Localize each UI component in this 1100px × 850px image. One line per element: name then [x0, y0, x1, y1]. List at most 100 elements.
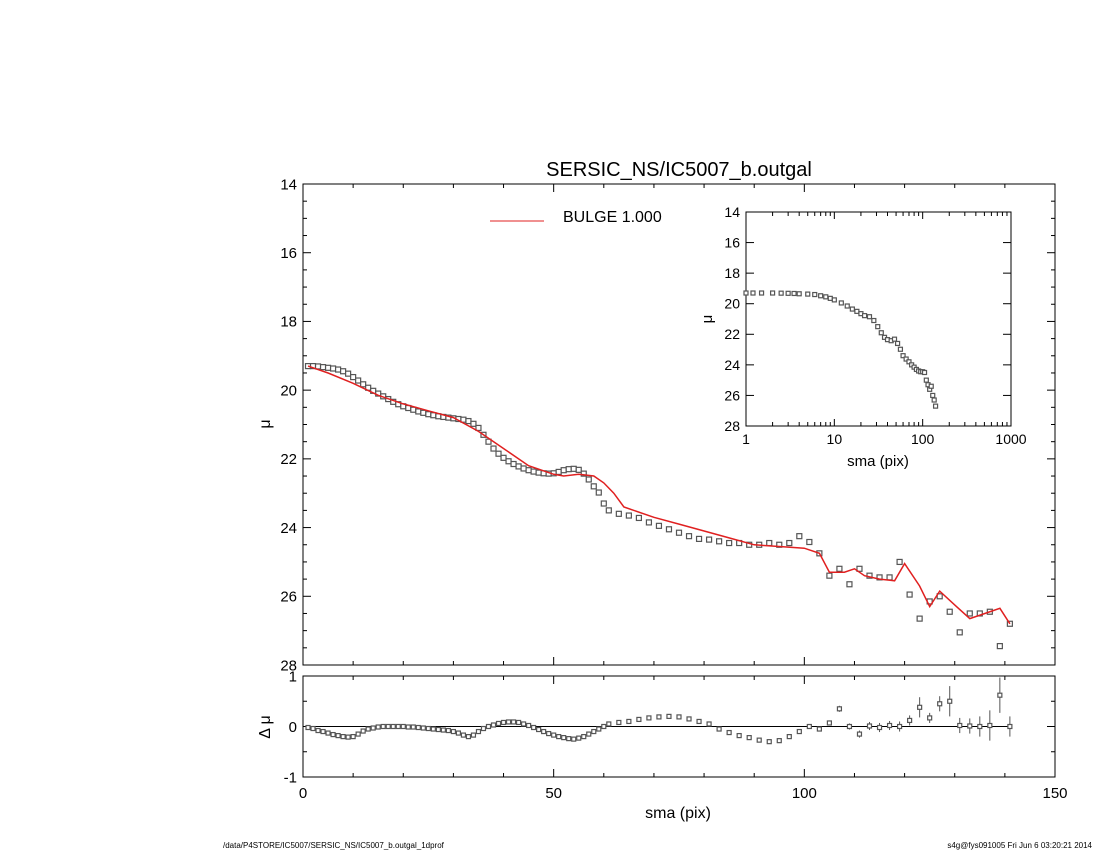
inset-ytick-label: 20 [724, 296, 740, 312]
main-data-point [575, 466, 582, 473]
residual-point [826, 720, 833, 726]
inset-point [871, 317, 877, 324]
residual-point [616, 719, 622, 726]
residual-point [541, 728, 547, 735]
residual-point [415, 724, 421, 731]
residual-point [581, 733, 587, 740]
residual-point [696, 718, 702, 725]
inset-point [900, 353, 906, 359]
residual-point [601, 723, 607, 730]
main-data-point [430, 412, 437, 419]
main-data-point [796, 533, 803, 540]
residual-point [465, 733, 472, 740]
main-data-point [786, 539, 793, 547]
main-data-point [876, 574, 883, 581]
residual-point [400, 723, 406, 730]
residual-point [460, 732, 467, 738]
inset-point [849, 306, 855, 312]
main-data-point [355, 377, 362, 384]
inset-point [838, 300, 844, 306]
residual-point [746, 735, 752, 741]
residual-point [816, 726, 822, 732]
main-data-point [685, 533, 693, 540]
residual-point [666, 713, 672, 720]
main-data-point [635, 514, 642, 522]
main-ytick-label: 26 [280, 589, 297, 606]
inset-x-axis-label: sma (pix) [847, 453, 909, 470]
residual-point [330, 731, 336, 738]
residual-point [786, 733, 792, 740]
inset-xtick-label: 1000 [995, 431, 1026, 447]
main-data-point [505, 458, 512, 465]
inset-point [921, 369, 928, 376]
residual-point [726, 729, 732, 736]
residual-ytick-label: 0 [289, 719, 297, 736]
residual-point [591, 728, 597, 735]
main-data-point [655, 522, 663, 529]
main-data-point [465, 417, 472, 425]
residual-point [440, 727, 446, 733]
residual-ytick-label: -1 [284, 769, 297, 786]
residual-point [525, 722, 532, 729]
residual-point [390, 723, 396, 730]
inset-point [796, 291, 802, 297]
residual-point [706, 721, 712, 727]
residual-point [385, 723, 391, 730]
main-ytick-label: 16 [280, 245, 297, 262]
bulge-model-line [307, 365, 1011, 625]
inset-point [805, 291, 811, 297]
residual-point [876, 724, 883, 731]
main-ytick-label: 14 [280, 176, 297, 193]
main-data-point [956, 629, 963, 636]
inset-point [758, 290, 765, 296]
residual-point [470, 732, 477, 738]
inset-point [844, 303, 850, 309]
residual-point [520, 721, 527, 727]
main-data-point [806, 538, 813, 546]
main-data-point [350, 373, 357, 381]
main-data-point [776, 541, 783, 548]
residual-point [450, 728, 456, 735]
main-data-point [495, 450, 502, 457]
main-data-point [846, 581, 853, 588]
inset-ytick-label: 28 [724, 418, 740, 434]
residual-point [886, 722, 893, 729]
main-data-point [605, 507, 612, 514]
residual-point [455, 730, 462, 736]
residual-x-axis-label: sma (pix) [645, 805, 711, 822]
residual-point [776, 738, 782, 744]
main-data-point [585, 476, 592, 483]
inset-point [823, 294, 829, 300]
residual-point [425, 725, 431, 732]
residual-point [556, 733, 562, 740]
residual-xtick-label: 150 [1042, 785, 1067, 802]
main-data-point [415, 408, 422, 415]
residual-point [315, 727, 321, 734]
inset-point [930, 392, 936, 399]
residual-point [756, 737, 762, 743]
main-data-point [826, 572, 833, 579]
residual-point [515, 719, 522, 726]
inset-xtick-label: 1 [742, 431, 750, 447]
residual-point [435, 726, 441, 733]
residual-point [656, 714, 662, 720]
inset-point [903, 356, 909, 362]
main-data-point [530, 468, 537, 475]
residual-xtick-label: 50 [545, 785, 562, 802]
residual-point [997, 692, 1003, 698]
residual-point [325, 730, 331, 736]
residual-point [340, 733, 346, 740]
residual-point [606, 721, 612, 727]
main-data-point [470, 420, 477, 427]
residual-point [866, 723, 873, 729]
inset-point [928, 383, 934, 389]
inset-y-axis-label: μ [699, 315, 716, 324]
footer-user-timestamp: s4g@fys091005 Fri Jun 6 03:20:21 2014 [947, 841, 1092, 850]
inset-point [861, 313, 868, 319]
residual-point [350, 733, 356, 740]
main-data-point [595, 489, 602, 496]
inset-point [931, 397, 937, 403]
inset-frame [745, 211, 1012, 427]
inset-ytick-label: 14 [724, 204, 740, 220]
main-data-point [886, 574, 893, 581]
